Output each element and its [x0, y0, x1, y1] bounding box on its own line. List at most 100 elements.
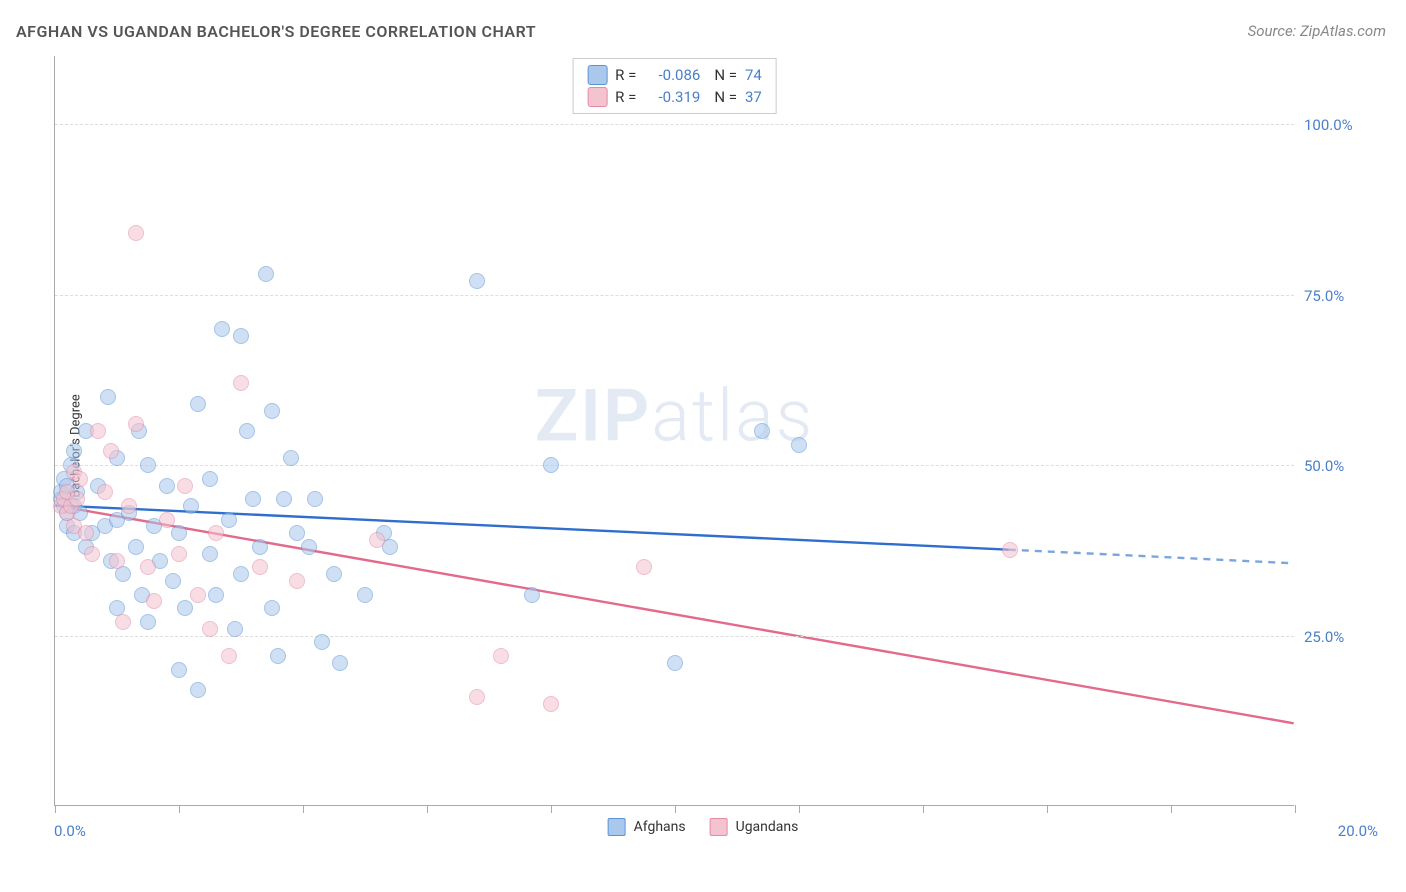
stats-legend: R =-0.086N = 74R =-0.319N = 37: [572, 58, 777, 114]
gridline-h: 25.0%: [55, 636, 1294, 637]
r-value: -0.086: [644, 66, 700, 84]
data-point: [543, 457, 559, 473]
data-point: [202, 621, 218, 637]
data-point: [357, 587, 373, 603]
data-point: [270, 648, 286, 664]
watermark-zip: ZIP: [535, 373, 651, 458]
data-point: [227, 621, 243, 637]
x-tick: [799, 805, 800, 813]
x-tick: [1171, 805, 1172, 813]
data-point: [100, 389, 116, 405]
data-point: [307, 491, 323, 507]
data-point: [140, 457, 156, 473]
data-point: [233, 375, 249, 391]
regression-line: [55, 505, 1009, 549]
data-point: [221, 648, 237, 664]
series-legend-item: Ugandans: [710, 818, 799, 836]
x-axis-max-label: 20.0%: [1338, 822, 1378, 840]
data-point: [128, 225, 144, 241]
data-point: [140, 559, 156, 575]
data-point: [493, 648, 509, 664]
gridline-h: 50.0%: [55, 465, 1294, 466]
data-point: [177, 600, 193, 616]
data-point: [667, 655, 683, 671]
data-point: [177, 478, 193, 494]
data-point: [208, 525, 224, 541]
data-point: [754, 423, 770, 439]
series-legend-item: Afghans: [608, 818, 686, 836]
data-point: [165, 573, 181, 589]
x-tick: [923, 805, 924, 813]
data-point: [109, 553, 125, 569]
legend-swatch: [587, 65, 607, 85]
data-point: [252, 539, 268, 555]
data-point: [289, 525, 305, 541]
data-point: [146, 593, 162, 609]
regression-line: [1009, 550, 1294, 564]
data-point: [264, 403, 280, 419]
data-point: [128, 416, 144, 432]
watermark: ZIPatlas: [535, 373, 815, 458]
y-tick-label: 25.0%: [1304, 628, 1384, 646]
data-point: [90, 423, 106, 439]
series-name: Afghans: [634, 819, 686, 835]
y-tick-label: 50.0%: [1304, 457, 1384, 475]
stats-legend-row: R =-0.086N = 74: [587, 65, 762, 85]
data-point: [264, 600, 280, 616]
legend-swatch: [587, 87, 607, 107]
data-point: [202, 471, 218, 487]
stats-legend-row: R = -0.319 N = 37: [587, 87, 762, 107]
n-label: N =: [714, 88, 737, 106]
data-point: [128, 539, 144, 555]
data-point: [214, 321, 230, 337]
r-label: R =: [615, 66, 636, 84]
chart-container: Bachelor's Degree R =-0.086N = 74R =-0.3…: [0, 0, 1406, 892]
x-axis-min-label: 0.0%: [54, 822, 86, 840]
r-value: -0.319: [644, 88, 700, 106]
data-point: [239, 423, 255, 439]
n-value: 37: [745, 88, 762, 106]
data-point: [283, 450, 299, 466]
x-tick: [427, 805, 428, 813]
x-tick: [179, 805, 180, 813]
data-point: [140, 614, 156, 630]
data-point: [171, 525, 187, 541]
data-point: [326, 566, 342, 582]
data-point: [159, 478, 175, 494]
x-tick: [675, 805, 676, 813]
watermark-atlas: atlas: [651, 373, 814, 458]
y-tick-label: 75.0%: [1304, 287, 1384, 305]
x-tick: [55, 805, 56, 813]
gridline-h: 100.0%: [55, 124, 1294, 125]
data-point: [115, 566, 131, 582]
data-point: [524, 587, 540, 603]
gridline-h: 75.0%: [55, 295, 1294, 296]
data-point: [469, 273, 485, 289]
plot-area: R =-0.086N = 74R =-0.319N = 37 ZIPatlas …: [54, 56, 1294, 806]
data-point: [233, 328, 249, 344]
x-tick: [1295, 805, 1296, 813]
series-name: Ugandans: [736, 819, 799, 835]
legend-swatch: [608, 818, 626, 836]
data-point: [636, 559, 652, 575]
data-point: [202, 546, 218, 562]
data-point: [208, 587, 224, 603]
data-point: [543, 696, 559, 712]
series-legend: Afghans Ugandans: [608, 818, 799, 836]
data-point: [233, 566, 249, 582]
r-label: R =: [615, 88, 636, 106]
n-label: N =: [714, 66, 737, 84]
data-point: [171, 546, 187, 562]
data-point: [469, 689, 485, 705]
data-point: [84, 546, 100, 562]
data-point: [332, 655, 348, 671]
legend-swatch: [710, 818, 728, 836]
data-point: [791, 437, 807, 453]
data-point: [159, 512, 175, 528]
data-point: [97, 484, 113, 500]
data-point: [314, 634, 330, 650]
data-point: [66, 443, 82, 459]
data-point: [115, 614, 131, 630]
data-point: [221, 512, 237, 528]
data-point: [183, 498, 199, 514]
